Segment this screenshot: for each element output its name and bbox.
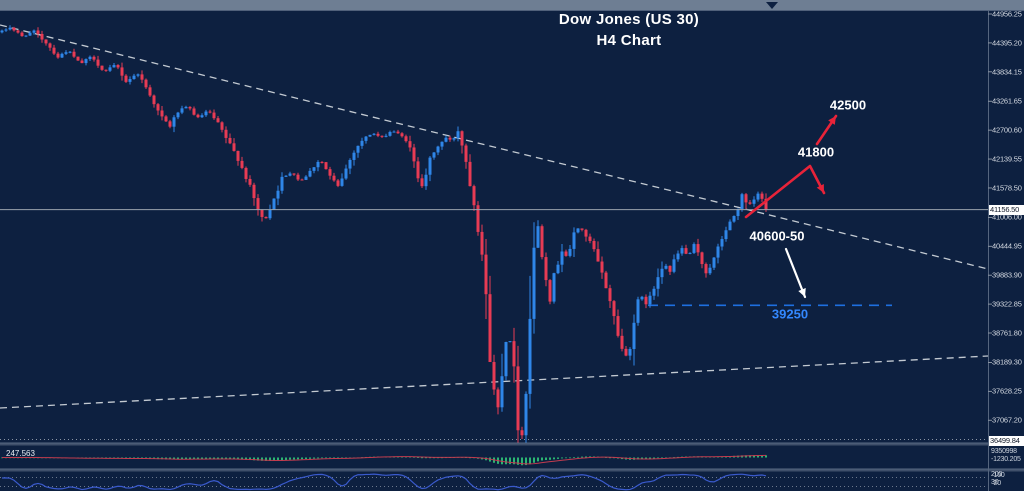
indicator-scale-label: 30 bbox=[991, 479, 999, 486]
indicator-scale-label: 100 bbox=[993, 471, 1005, 479]
projection-arrow-42500[interactable] bbox=[815, 114, 838, 146]
target-label-41800[interactable]: 41800 bbox=[797, 144, 835, 160]
price-axis-label: 37067.20 bbox=[992, 415, 1022, 425]
projection-arrow-41800[interactable] bbox=[744, 164, 826, 219]
chart-title-line1: Dow Jones (US 30) bbox=[558, 11, 700, 28]
price-axis-label: 43834.15 bbox=[992, 67, 1022, 77]
support-label-39250[interactable]: 39250 bbox=[771, 306, 809, 322]
price-axis-label: 38761.80 bbox=[992, 328, 1022, 338]
candlestick-series bbox=[0, 25, 768, 443]
price-axis-label: 42139.55 bbox=[992, 154, 1022, 164]
price-axis-label: 43261.65 bbox=[992, 96, 1022, 106]
window-top-strip bbox=[0, 0, 1024, 10]
main-price-window[interactable] bbox=[0, 24, 988, 459]
chart-shift-marker-icon[interactable] bbox=[766, 2, 778, 9]
macd-signal-line bbox=[1, 454, 767, 465]
oscillator-line bbox=[1, 473, 767, 491]
price-axis-label: 38189.30 bbox=[992, 357, 1022, 367]
indicator-window-oscillator[interactable] bbox=[0, 473, 988, 491]
price-axis-label: 44956.25 bbox=[992, 9, 1022, 19]
indicator-window-macd[interactable] bbox=[1, 454, 767, 466]
price-axis-highlighted-label: 36499.84 bbox=[989, 436, 1024, 446]
indicator-value-label: 247.563 bbox=[6, 449, 35, 458]
price-axis-label: 39322.85 bbox=[992, 299, 1022, 309]
indicator-scale-label: 9350998 bbox=[991, 448, 1017, 455]
price-axis-highlighted-label: 41156.50 bbox=[989, 204, 1024, 215]
target-label-42500[interactable]: 42500 bbox=[829, 97, 867, 113]
indicator-scale-label: -1230.205 bbox=[991, 456, 1021, 463]
price-axis-label: 39883.90 bbox=[992, 270, 1022, 280]
indicator-scale-label: 200 bbox=[991, 471, 1003, 478]
price-axis-label: 44395.20 bbox=[992, 38, 1022, 48]
price-axis-label: 42700.60 bbox=[992, 125, 1022, 135]
price-axis-label: 41006.00 bbox=[992, 212, 1022, 222]
price-axis-label: 41578.50 bbox=[992, 183, 1022, 193]
chart-title: Dow Jones (US 30) H4 Chart bbox=[498, 9, 760, 51]
price-axis-label: 40444.95 bbox=[992, 241, 1022, 251]
projection-arrow-39250[interactable] bbox=[784, 247, 807, 299]
upper-descending-trendline[interactable] bbox=[0, 24, 988, 270]
indicator-scale-label: 20 bbox=[993, 479, 1002, 487]
price-axis-label: 37628.25 bbox=[992, 386, 1022, 396]
chart-title-line2: H4 Chart bbox=[596, 32, 662, 49]
zone-label-40600-50[interactable]: 40600-50 bbox=[749, 228, 805, 244]
